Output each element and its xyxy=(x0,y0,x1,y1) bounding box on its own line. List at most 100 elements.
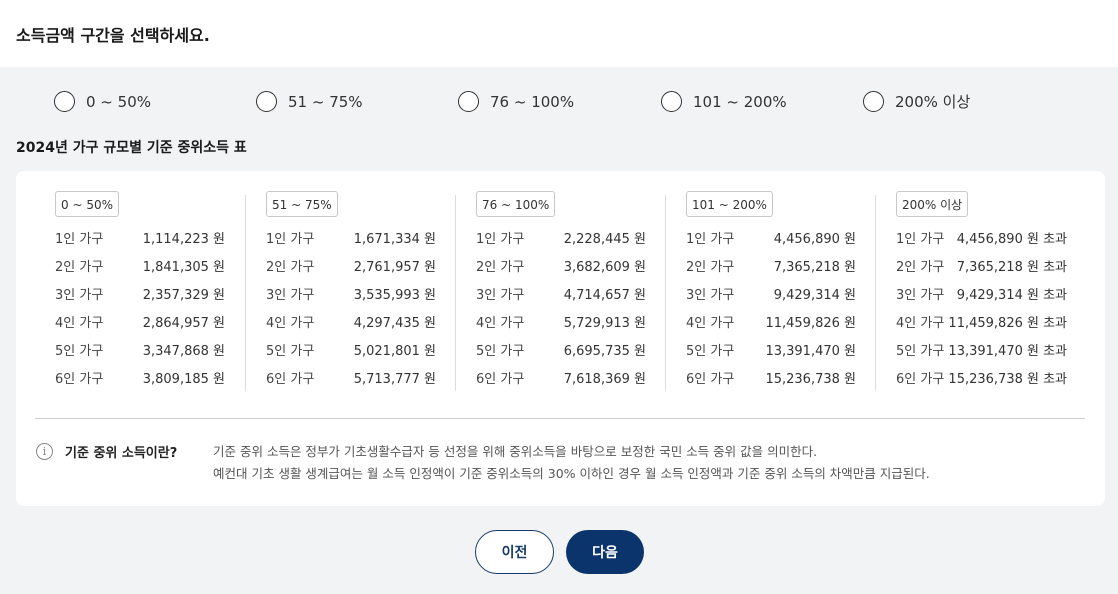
income-amount: 2,761,957 원 xyxy=(353,259,436,275)
radio-icon[interactable] xyxy=(256,91,277,112)
divider xyxy=(35,418,1085,419)
button-group: 이전 다음 xyxy=(0,530,1118,574)
table-row: 5인 가구 6,695,735 원 xyxy=(476,335,646,363)
table-row: 6인 가구 15,236,738 원 초과 xyxy=(896,363,1067,391)
next-button[interactable]: 다음 xyxy=(566,530,644,574)
income-amount: 1,841,305 원 xyxy=(142,259,225,275)
household-size: 3인 가구 xyxy=(896,287,945,303)
radio-icon[interactable] xyxy=(54,91,75,112)
income-amount: 7,365,218 원 초과 xyxy=(956,259,1067,275)
income-amount: 11,459,826 원 초과 xyxy=(948,315,1067,331)
income-amount: 5,713,777 원 xyxy=(353,371,436,387)
household-size: 2인 가구 xyxy=(476,259,525,275)
household-size: 5인 가구 xyxy=(896,343,945,359)
option-0-50[interactable]: 0 ~ 50% xyxy=(54,91,151,112)
table-row: 4인 가구 11,459,826 원 초과 xyxy=(896,307,1067,335)
income-amount: 5,021,801 원 xyxy=(353,343,436,359)
table-row: 6인 가구 5,713,777 원 xyxy=(266,363,436,391)
option-76-100[interactable]: 76 ~ 100% xyxy=(458,91,574,112)
prev-button[interactable]: 이전 xyxy=(475,530,554,574)
income-amount: 3,682,609 원 xyxy=(563,259,646,275)
table-row: 1인 가구 4,456,890 원 xyxy=(686,223,856,251)
table-row: 3인 가구 4,714,657 원 xyxy=(476,279,646,307)
household-size: 1인 가구 xyxy=(686,231,735,247)
household-size: 4인 가구 xyxy=(896,315,945,331)
table-row: 5인 가구 5,021,801 원 xyxy=(266,335,436,363)
info-icon: i xyxy=(36,443,53,460)
income-amount: 3,809,185 원 xyxy=(142,371,225,387)
table-row: 1인 가구 1,114,223 원 xyxy=(55,223,225,251)
income-amount: 2,357,329 원 xyxy=(142,287,225,303)
income-amount: 13,391,470 원 xyxy=(765,343,856,359)
household-size: 3인 가구 xyxy=(55,287,104,303)
option-200-plus[interactable]: 200% 이상 xyxy=(863,91,970,112)
option-51-75[interactable]: 51 ~ 75% xyxy=(256,91,363,112)
income-rows: 1인 가구 1,671,334 원 2인 가구 2,761,957 원 3인 가구 3,5… xyxy=(266,223,436,391)
option-label: 200% 이상 xyxy=(895,93,971,111)
range-badge: 101 ~ 200% xyxy=(686,191,773,217)
range-badge: 51 ~ 75% xyxy=(266,191,338,217)
table-row: 5인 가구 13,391,470 원 초과 xyxy=(896,335,1067,363)
household-size: 5인 가구 xyxy=(55,343,104,359)
income-amount: 3,535,993 원 xyxy=(353,287,436,303)
page-title: 소득금액 구간을 선택하세요. xyxy=(16,25,210,45)
household-size: 2인 가구 xyxy=(896,259,945,275)
household-size: 3인 가구 xyxy=(266,287,315,303)
income-table-card: 0 ~ 50% 1인 가구 1,114,223 원 2인 가구 1,841,305 원 3… xyxy=(16,171,1105,506)
table-row: 2인 가구 7,365,218 원 xyxy=(686,251,856,279)
household-size: 4인 가구 xyxy=(476,315,525,331)
table-row: 6인 가구 15,236,738 원 xyxy=(686,363,856,391)
income-rows: 1인 가구 4,456,890 원 초과 2인 가구 7,365,218 원 초과 3인… xyxy=(896,223,1067,391)
household-size: 3인 가구 xyxy=(686,287,735,303)
income-amount: 11,459,826 원 xyxy=(765,315,856,331)
household-size: 1인 가구 xyxy=(896,231,945,247)
radio-icon[interactable] xyxy=(458,91,479,112)
household-size: 6인 가구 xyxy=(476,371,525,387)
income-amount: 7,618,369 원 xyxy=(563,371,646,387)
option-101-200[interactable]: 101 ~ 200% xyxy=(661,91,787,112)
radio-icon[interactable] xyxy=(661,91,682,112)
household-size: 6인 가구 xyxy=(686,371,735,387)
info-line: 기준 중위 소득은 정부가 기초생활수급자 등 선정을 위해 중위소득을 바탕으… xyxy=(213,444,818,459)
table-row: 6인 가구 3,809,185 원 xyxy=(55,363,225,391)
income-amount: 2,228,445 원 xyxy=(563,231,646,247)
income-rows: 1인 가구 2,228,445 원 2인 가구 3,682,609 원 3인 가구 4,7… xyxy=(476,223,646,391)
household-size: 2인 가구 xyxy=(55,259,104,275)
option-label: 51 ~ 75% xyxy=(288,92,363,111)
radio-icon[interactable] xyxy=(863,91,884,112)
table-row: 1인 가구 2,228,445 원 xyxy=(476,223,646,251)
household-size: 6인 가구 xyxy=(266,371,315,387)
household-size: 5인 가구 xyxy=(686,343,735,359)
household-size: 1인 가구 xyxy=(266,231,315,247)
option-label: 101 ~ 200% xyxy=(693,92,787,111)
table-row: 2인 가구 1,841,305 원 xyxy=(55,251,225,279)
income-rows: 1인 가구 4,456,890 원 2인 가구 7,365,218 원 3인 가구 9,4… xyxy=(686,223,856,391)
table-row: 3인 가구 2,357,329 원 xyxy=(55,279,225,307)
option-label: 76 ~ 100% xyxy=(490,92,575,111)
household-size: 6인 가구 xyxy=(896,371,945,387)
income-amount: 6,695,735 원 xyxy=(563,343,646,359)
income-amount: 4,456,890 원 초과 xyxy=(956,231,1067,247)
info-line: 예컨대 기초 생활 생계급여는 월 소득 인정액이 기준 중위소득의 30% 이… xyxy=(213,466,930,481)
income-amount: 9,429,314 원 초과 xyxy=(956,287,1067,303)
column-separator xyxy=(245,195,246,391)
table-title: 2024년 가구 규모별 기준 중위소득 표 xyxy=(16,140,247,156)
household-size: 1인 가구 xyxy=(55,231,104,247)
household-size: 5인 가구 xyxy=(266,343,315,359)
table-row: 4인 가구 11,459,826 원 xyxy=(686,307,856,335)
household-size: 4인 가구 xyxy=(55,315,104,331)
income-rows: 1인 가구 1,114,223 원 2인 가구 1,841,305 원 3인 가구 2,3… xyxy=(55,223,225,391)
income-amount: 1,671,334 원 xyxy=(353,231,436,247)
income-column: 51 ~ 75% 1인 가구 1,671,334 원 2인 가구 2,761,957 원… xyxy=(266,191,436,393)
income-amount: 5,729,913 원 xyxy=(563,315,646,331)
table-row: 3인 가구 9,429,314 원 xyxy=(686,279,856,307)
income-amount: 15,236,738 원 xyxy=(765,371,856,387)
range-badge: 0 ~ 50% xyxy=(55,191,119,217)
table-row: 5인 가구 13,391,470 원 xyxy=(686,335,856,363)
income-amount: 1,114,223 원 xyxy=(142,231,225,247)
option-label: 0 ~ 50% xyxy=(86,92,151,111)
income-amount: 3,347,868 원 xyxy=(142,343,225,359)
column-separator xyxy=(665,195,666,391)
table-row: 4인 가구 4,297,435 원 xyxy=(266,307,436,335)
column-separator xyxy=(455,195,456,391)
